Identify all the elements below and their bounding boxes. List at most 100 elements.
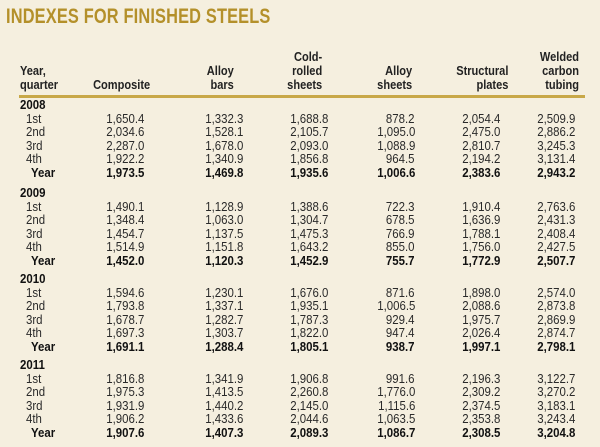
table-row: 3rd 2,287.0 1,678.0 2,093.0 1,088.9 2,810.7 3,… [0, 137, 600, 153]
cell-alloy-sheets: 678.5 [386, 212, 415, 228]
cell-composite: 1,348.4 [105, 212, 144, 228]
cell-structural-plates: 2,026.4 [461, 325, 500, 341]
cell-alloy-sheets: 929.4 [386, 311, 415, 327]
cell-cold-rolled-sheets: 1,688.8 [289, 110, 328, 126]
cell-composite: 1,922.2 [105, 151, 144, 167]
year-label: 2011 [20, 357, 45, 372]
cell-composite: 2,287.0 [105, 137, 144, 153]
cell-welded-carbon-tubing: 2,431.3 [536, 212, 575, 228]
cell-welded-carbon-tubing: 3,270.2 [536, 384, 575, 400]
cell-alloy-sheets: 1,115.6 [377, 397, 415, 413]
cell-cold-rolled-sheets: 2,093.0 [289, 137, 328, 153]
row-label: Year [31, 165, 56, 180]
cell-alloy-sheets: 938.7 [386, 339, 415, 354]
table-row: 3rd 1,931.9 1,440.2 2,145.0 1,115.6 2,374.5 3,… [0, 397, 600, 413]
column-header-composite: Composite [92, 77, 150, 92]
cell-alloy-sheets: 964.5 [386, 151, 415, 167]
cell-welded-carbon-tubing: 3,243.4 [536, 411, 575, 427]
cell-cold-rolled-sheets: 1,856.8 [289, 151, 328, 167]
row-label: Year [31, 339, 56, 354]
cell-alloy-bars: 1,128.9 [204, 198, 243, 214]
cell-alloy-bars: 1,433.6 [204, 411, 243, 427]
cell-alloy-bars: 1,337.1 [204, 298, 243, 314]
cell-welded-carbon-tubing: 2,574.0 [536, 284, 575, 300]
year-total-row: Year 1,452.0 1,120.3 1,452.9 755.7 1,772.9 2,5… [0, 254, 600, 268]
cell-composite: 1,691.1 [105, 339, 144, 354]
table-row: 1st 1,490.1 1,128.9 1,388.6 722.3 1,910.4 2,76… [0, 198, 600, 214]
row-label: 1st [26, 198, 42, 214]
cell-composite: 1,906.2 [105, 411, 144, 427]
cell-composite: 1,452.0 [105, 253, 144, 268]
cell-alloy-sheets: 766.9 [386, 225, 415, 241]
cell-structural-plates: 2,353.8 [461, 411, 500, 427]
cell-welded-carbon-tubing: 2,798.1 [536, 339, 575, 354]
year-group-label-row: 2010 [0, 272, 600, 286]
cell-composite: 1,594.6 [105, 284, 144, 300]
column-header-structural-plates: Structural plates [455, 63, 508, 92]
cell-cold-rolled-sheets: 1,935.6 [289, 165, 328, 180]
cell-composite: 1,514.9 [105, 239, 144, 255]
cell-welded-carbon-tubing: 2,874.7 [536, 325, 575, 341]
row-label: 3rd [26, 137, 43, 153]
cell-alloy-sheets: 947.4 [386, 325, 415, 341]
cell-alloy-sheets: 755.7 [386, 253, 415, 268]
table-row: 3rd 1,454.7 1,137.5 1,475.3 766.9 1,788.1 2,40… [0, 225, 600, 241]
row-label: 2nd [26, 384, 46, 400]
table-row: 2nd 1,793.8 1,337.1 1,935.1 1,006.5 2,088.6 2,… [0, 299, 600, 313]
cell-alloy-bars: 1,288.4 [204, 339, 243, 354]
table-row: 2nd 1,348.4 1,063.0 1,304.7 678.5 1,636.9 2,43… [0, 213, 600, 227]
cell-structural-plates: 2,810.7 [461, 137, 500, 153]
cell-welded-carbon-tubing: 2,943.2 [536, 165, 575, 180]
cell-alloy-sheets: 1,006.6 [376, 165, 415, 180]
year-label: 2009 [20, 185, 46, 200]
cell-composite: 1,650.4 [105, 110, 144, 126]
cell-welded-carbon-tubing: 2,427.5 [536, 239, 575, 255]
cell-composite: 1,793.8 [105, 298, 144, 314]
cell-structural-plates: 2,194.2 [461, 151, 500, 167]
cell-cold-rolled-sheets: 2,105.7 [289, 124, 328, 140]
column-header-alloy-bars: Alloy bars [206, 63, 234, 92]
cell-alloy-bars: 1,230.1 [204, 284, 243, 300]
row-label: 3rd [26, 225, 43, 241]
cell-welded-carbon-tubing: 3,122.7 [536, 370, 575, 386]
cell-cold-rolled-sheets: 2,089.3 [289, 425, 328, 440]
cell-welded-carbon-tubing: 2,886.2 [536, 124, 575, 140]
year-total-row: Year 1,691.1 1,288.4 1,805.1 938.7 1,997.1 2,7… [0, 340, 600, 354]
cell-composite: 1,490.1 [105, 198, 144, 214]
cell-welded-carbon-tubing: 3,183.1 [536, 397, 575, 413]
cell-cold-rolled-sheets: 2,044.6 [289, 411, 328, 427]
cell-structural-plates: 1,910.4 [461, 198, 500, 214]
cell-alloy-bars: 1,120.3 [204, 253, 243, 268]
cell-alloy-bars: 1,282.7 [204, 311, 243, 327]
cell-alloy-bars: 1,303.7 [204, 325, 243, 341]
cell-structural-plates: 2,196.3 [461, 370, 500, 386]
row-label: 4th [26, 325, 42, 341]
cell-welded-carbon-tubing: 2,763.6 [536, 198, 575, 214]
cell-cold-rolled-sheets: 1,787.3 [289, 311, 328, 327]
row-label: 4th [26, 239, 42, 255]
column-header-cold-rolled-sheets: Cold- rolled sheets [286, 49, 322, 92]
table-row: 2nd 1,975.3 1,413.5 2,260.8 1,776.0 2,309.2 3,… [0, 385, 600, 399]
cell-composite: 1,931.9 [105, 397, 144, 413]
table-row: 1st 1,650.4 1,332.3 1,688.8 878.2 2,054.4 2,50… [0, 110, 600, 126]
row-label: 4th [26, 411, 42, 427]
cell-structural-plates: 2,054.4 [461, 110, 500, 126]
table-row: 4th 1,906.2 1,433.6 2,044.6 1,063.5 2,353.8 3,… [0, 412, 600, 426]
cell-structural-plates: 1,997.1 [461, 339, 500, 354]
table-row: 2nd 2,034.6 1,528.1 2,105.7 1,095.0 2,475.0 2,… [0, 125, 600, 139]
year-total-row: Year 1,973.5 1,469.8 1,935.6 1,006.6 2,383.6 2… [0, 166, 600, 180]
cell-welded-carbon-tubing: 2,873.8 [536, 298, 575, 314]
cell-alloy-sheets: 991.6 [386, 370, 415, 386]
cell-alloy-bars: 1,678.0 [204, 137, 243, 153]
year-label: 2008 [20, 97, 46, 112]
row-label: Year [31, 425, 56, 440]
row-label: Year [31, 253, 56, 268]
cell-composite: 1,454.7 [105, 225, 144, 241]
row-label: 1st [26, 370, 42, 386]
cell-structural-plates: 2,374.5 [461, 397, 500, 413]
cell-alloy-bars: 1,137.5 [204, 225, 243, 241]
column-header-year-quarter: Year, quarter [20, 63, 59, 92]
year-group-label-row: 2008 [0, 98, 600, 112]
row-label: 3rd [26, 397, 43, 413]
